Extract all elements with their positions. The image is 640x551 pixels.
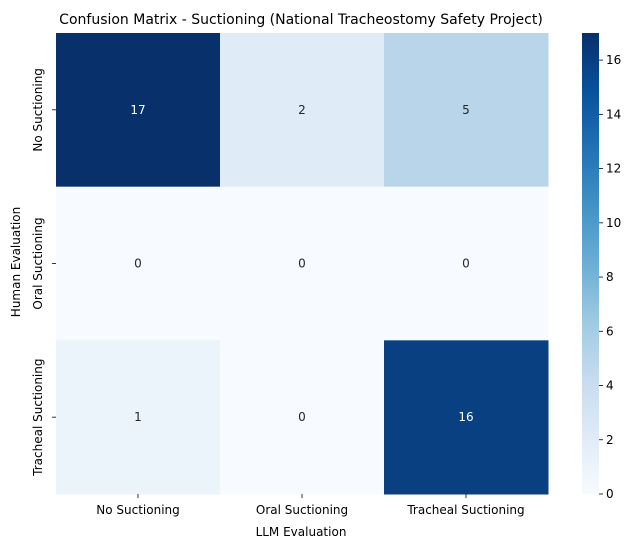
colorbar-ticks: 0 2 4 6 8 10 12 14 16: [599, 53, 621, 501]
chart-title: Confusion Matrix - Suctioning (National …: [59, 12, 543, 28]
heatmap-cells: [56, 33, 549, 495]
x-tick-label-2: Tracheal Suctioning: [406, 503, 524, 517]
heatmap-cell-label-r2-c1: 0: [298, 410, 306, 424]
colorbar-tick-label-0: 0: [606, 487, 614, 501]
colorbar-gradient: [582, 33, 599, 494]
colorbar-tick-label-5: 10: [606, 216, 621, 230]
colorbar-tick-label-3: 6: [606, 324, 614, 338]
colorbar: 0 2 4 6 8 10 12 14 16: [582, 33, 621, 501]
heatmap-cell-r0-c2: [384, 33, 549, 188]
heatmap-cell-r1-c2: [384, 186, 549, 341]
x-tick-label-1: Oral Suctioning: [256, 503, 348, 517]
y-tick-label-0: No Suctioning: [31, 68, 45, 152]
heatmap-cell-r1-c0: [56, 186, 221, 341]
heatmap-cell-label-r1-c2: 0: [462, 257, 470, 271]
y-tick-label-2: Tracheal Suctioning: [31, 359, 45, 477]
heatmap-cell-r2-c0: [56, 340, 221, 495]
heatmap-cell-label-r2-c2: 16: [458, 410, 473, 424]
heatmap-cell-label-r0-c0: 17: [130, 103, 145, 117]
heatmap-cell-label-r2-c0: 1: [134, 410, 142, 424]
y-axis-label: Human Evaluation: [9, 207, 23, 317]
colorbar-tick-label-6: 12: [606, 162, 621, 176]
colorbar-tick-label-1: 2: [606, 433, 614, 447]
heatmap-cell-label-r0-c1: 2: [298, 103, 306, 117]
heatmap-cell-labels: 17 2 5 0 0 0 1 0 16: [130, 103, 473, 424]
colorbar-tick-label-4: 8: [606, 270, 614, 284]
x-tick-label-0: No Suctioning: [96, 503, 180, 517]
heatmap-cell-r1-c1: [220, 186, 385, 341]
colorbar-tick-label-7: 14: [606, 107, 621, 121]
colorbar-tick-label-2: 4: [606, 379, 614, 393]
x-axis-label: LLM Evaluation: [256, 525, 347, 539]
y-tick-label-1: Oral Suctioning: [31, 217, 45, 309]
heatmap-cell-r2-c2: [384, 340, 549, 495]
heatmap-cell-label-r1-c1: 0: [298, 257, 306, 271]
heatmap-cell-label-r0-c2: 5: [462, 103, 470, 117]
colorbar-tick-label-8: 16: [606, 53, 621, 67]
y-axis-ticks: No Suctioning Oral Suctioning Tracheal Suc…: [31, 68, 56, 477]
heatmap-cell-label-r1-c0: 0: [134, 257, 142, 271]
heatmap-cell-r2-c1: [220, 340, 385, 495]
heatmap-cell-r0-c0: [56, 33, 221, 188]
x-axis-ticks: No Suctioning Oral Suctioning Tracheal Suc…: [96, 494, 525, 517]
heatmap-cell-r0-c1: [220, 33, 385, 188]
